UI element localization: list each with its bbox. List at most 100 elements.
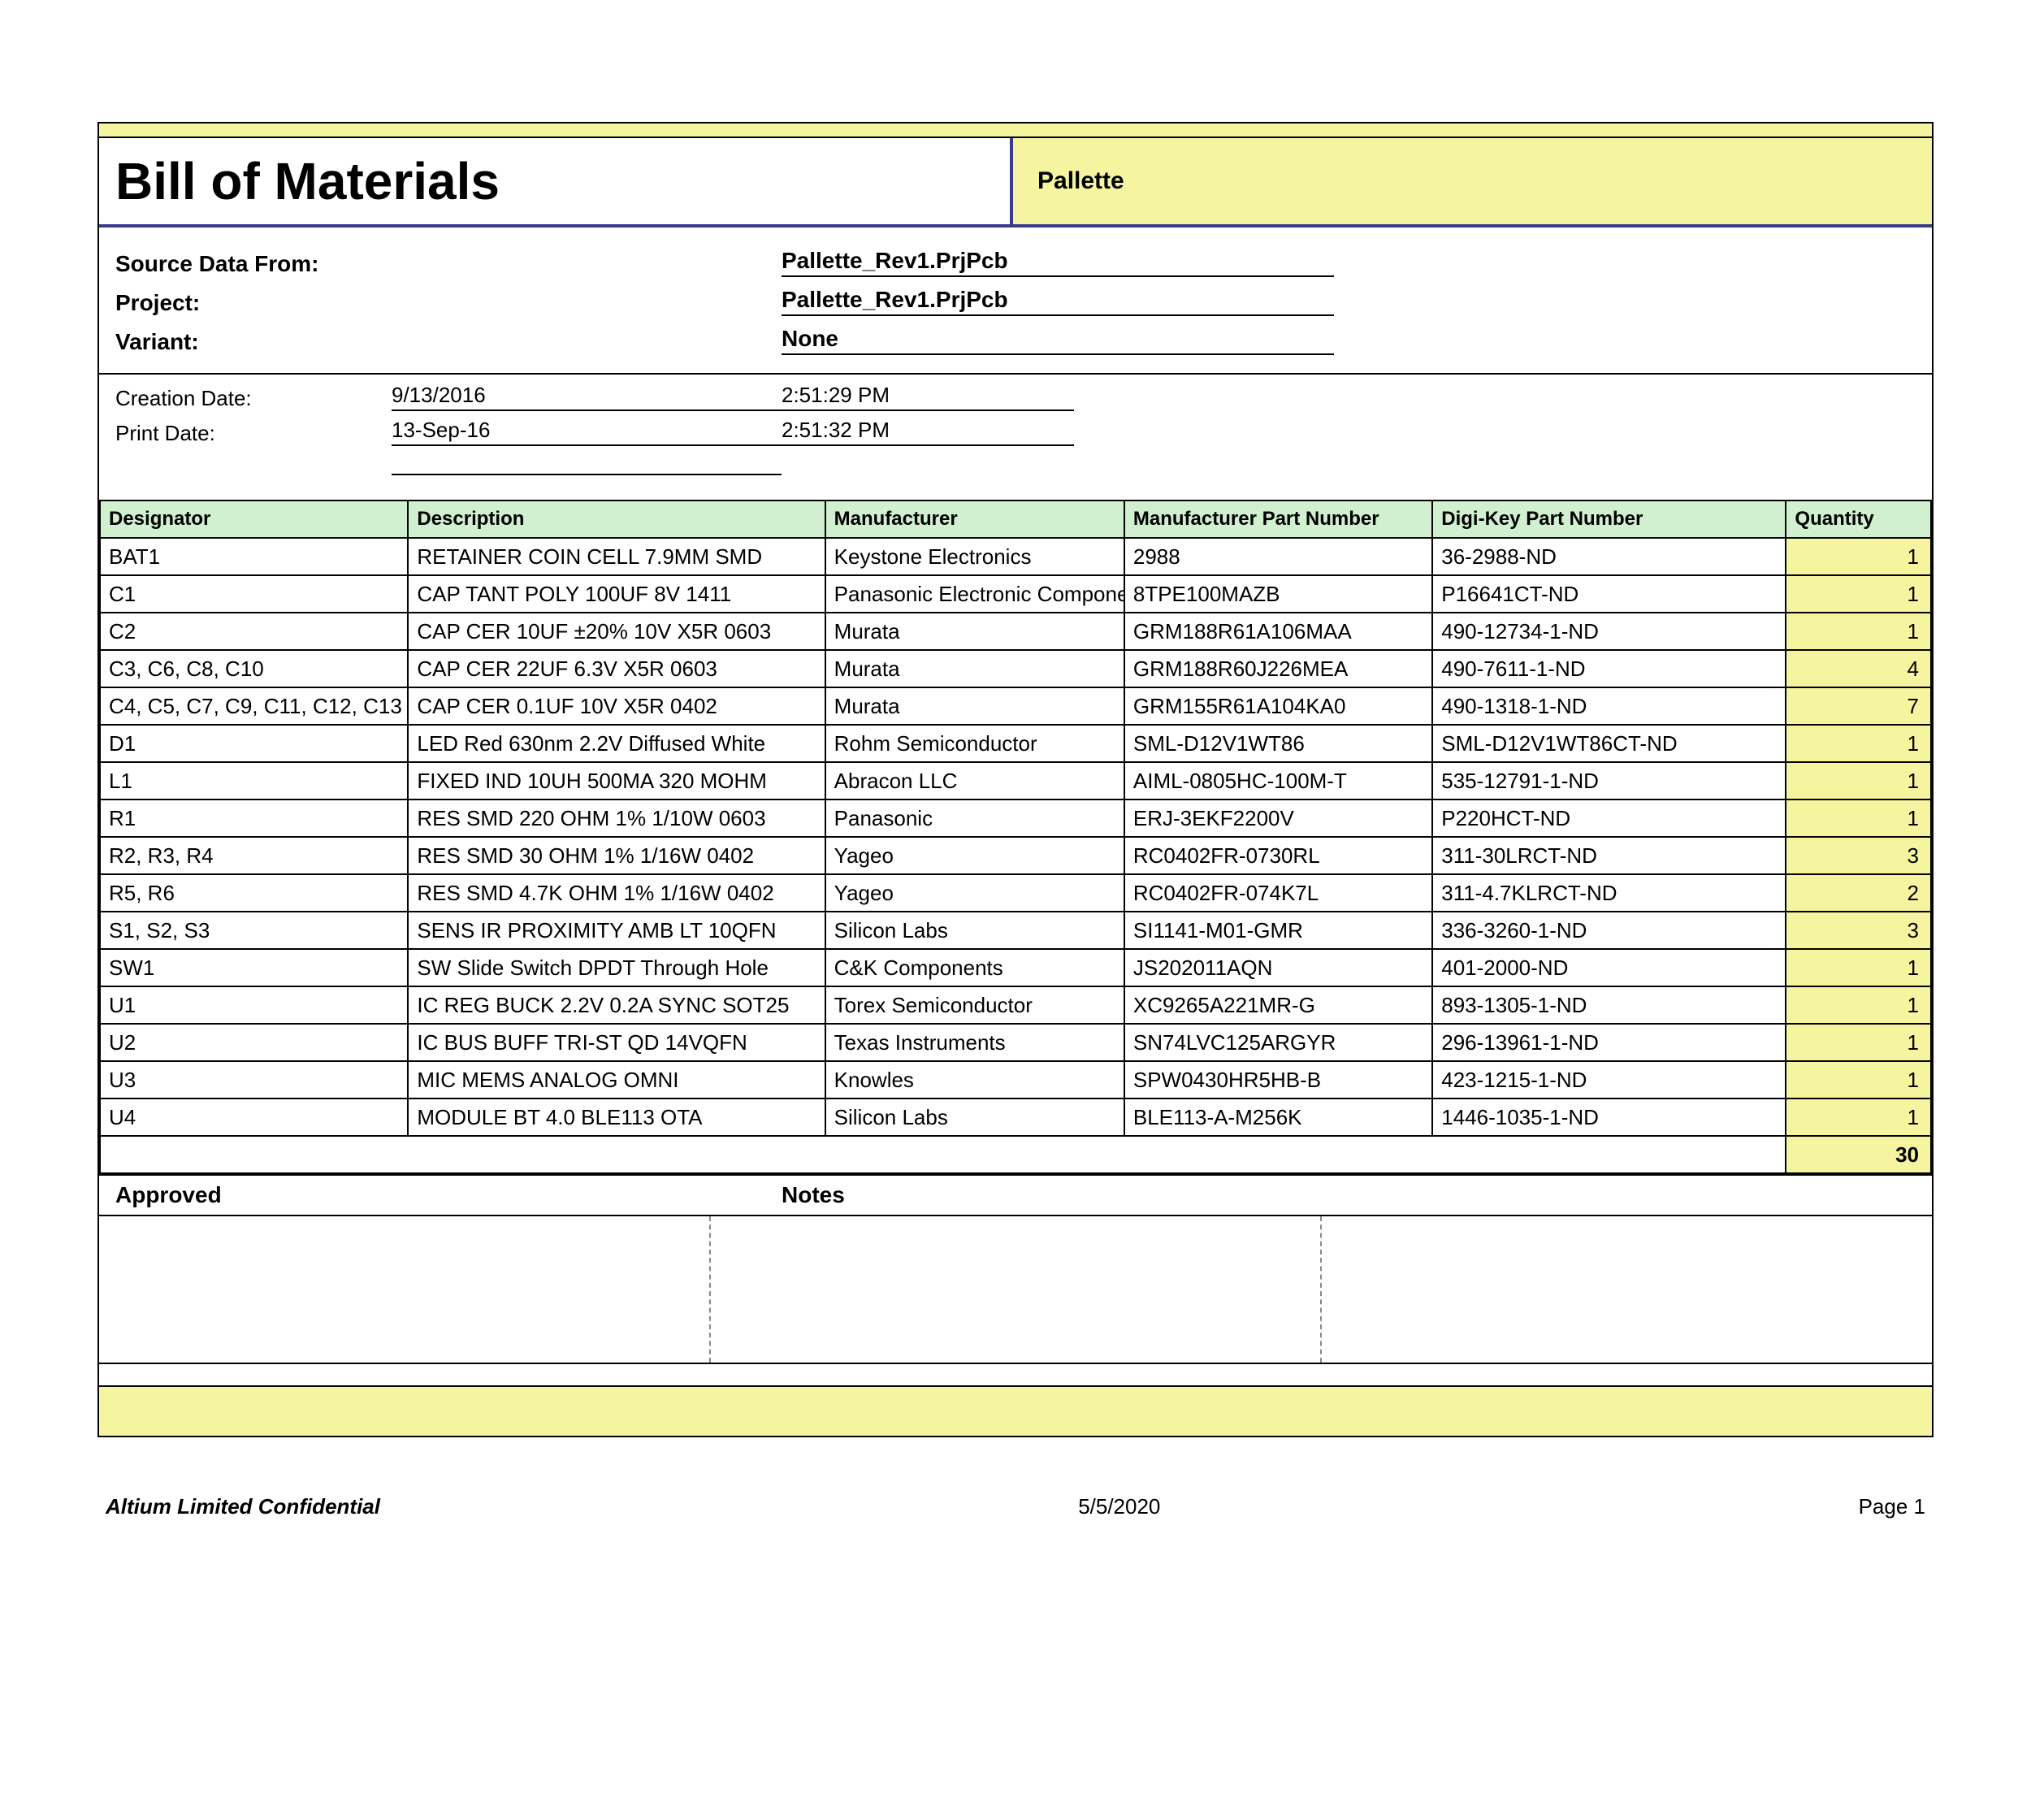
table-cell: L1 (100, 762, 408, 800)
table-cell: R1 (100, 800, 408, 837)
table-cell: ERJ-3EKF2200V (1124, 800, 1432, 837)
col-mpn: Manufacturer Part Number (1124, 500, 1432, 538)
variant-label: Variant: (115, 329, 782, 355)
meta-block: Source Data From: Pallette_Rev1.PrjPcb P… (99, 228, 1932, 373)
date-block: Creation Date: 9/13/2016 2:51:29 PM Prin… (99, 373, 1932, 500)
table-row: S1, S2, S3SENS IR PROXIMITY AMB LT 10QFN… (100, 912, 1931, 949)
table-cell: Knowles (825, 1061, 1124, 1098)
table-cell: 490-1318-1-ND (1432, 687, 1786, 725)
table-cell: RES SMD 220 OHM 1% 1/10W 0603 (408, 800, 825, 837)
approved-block: Approved Notes (99, 1174, 1932, 1436)
table-row: SW1SW Slide Switch DPDT Through HoleC&K … (100, 949, 1931, 986)
table-cell: GRM188R61A106MAA (1124, 613, 1432, 650)
table-cell: C4, C5, C7, C9, C11, C12, C13 (100, 687, 408, 725)
table-cell: P220HCT-ND (1432, 800, 1786, 837)
table-cell: RETAINER COIN CELL 7.9MM SMD (408, 538, 825, 575)
table-cell: 7 (1786, 687, 1931, 725)
table-cell: C&K Components (825, 949, 1124, 986)
table-row: C4, C5, C7, C9, C11, C12, C13CAP CER 0.1… (100, 687, 1931, 725)
table-cell: P16641CT-ND (1432, 575, 1786, 613)
col-digikey: Digi-Key Part Number (1432, 500, 1786, 538)
table-row: R1RES SMD 220 OHM 1% 1/10W 0603Panasonic… (100, 800, 1931, 837)
creation-time: 2:51:29 PM (782, 383, 1074, 411)
header-row: Designator Description Manufacturer Manu… (100, 500, 1931, 538)
table-cell: IC REG BUCK 2.2V 0.2A SYNC SOT25 (408, 986, 825, 1024)
table-cell: 1 (1786, 538, 1931, 575)
meta-row-source: Source Data From: Pallette_Rev1.PrjPcb (115, 248, 1916, 277)
bom-table-body: BAT1RETAINER COIN CELL 7.9MM SMDKeystone… (100, 538, 1931, 1136)
table-cell: 8TPE100MAZB (1124, 575, 1432, 613)
col-description: Description (408, 500, 825, 538)
table-cell: Yageo (825, 874, 1124, 912)
table-cell: RES SMD 4.7K OHM 1% 1/16W 0402 (408, 874, 825, 912)
table-cell: IC BUS BUFF TRI-ST QD 14VQFN (408, 1024, 825, 1061)
table-cell: Torex Semiconductor (825, 986, 1124, 1024)
table-cell: Panasonic Electronic Components (825, 575, 1124, 613)
table-cell: JS202011AQN (1124, 949, 1432, 986)
notes-area (99, 1216, 1932, 1363)
meta-row-project: Project: Pallette_Rev1.PrjPcb (115, 287, 1916, 316)
table-cell: Texas Instruments (825, 1024, 1124, 1061)
blank-underline-row (115, 453, 1916, 475)
table-cell: D1 (100, 725, 408, 762)
table-cell: 2988 (1124, 538, 1432, 575)
table-cell: 490-12734-1-ND (1432, 613, 1786, 650)
title-row: Bill of Materials Pallette (99, 138, 1932, 228)
table-cell: SN74LVC125ARGYR (1124, 1024, 1432, 1061)
table-cell: MODULE BT 4.0 BLE113 OTA (408, 1098, 825, 1136)
table-cell: CAP CER 0.1UF 10V X5R 0402 (408, 687, 825, 725)
footer-page: Page 1 (1859, 1494, 1925, 1519)
notes-col-2 (711, 1216, 1323, 1363)
table-cell: BAT1 (100, 538, 408, 575)
bom-sheet: Bill of Materials Pallette Source Data F… (97, 122, 1934, 1437)
table-cell: Murata (825, 650, 1124, 687)
table-cell: SML-D12V1WT86CT-ND (1432, 725, 1786, 762)
table-cell: 1 (1786, 1098, 1931, 1136)
table-cell: 423-1215-1-ND (1432, 1061, 1786, 1098)
table-cell: 490-7611-1-ND (1432, 650, 1786, 687)
table-cell: 1 (1786, 725, 1931, 762)
table-cell: RES SMD 30 OHM 1% 1/16W 0402 (408, 837, 825, 874)
table-cell: SENS IR PROXIMITY AMB LT 10QFN (408, 912, 825, 949)
project-label: Project: (115, 290, 782, 316)
table-cell: 3 (1786, 837, 1931, 874)
top-accent-bar (99, 124, 1932, 138)
col-quantity: Quantity (1786, 500, 1931, 538)
approved-label: Approved (115, 1182, 782, 1208)
table-cell: CAP CER 22UF 6.3V X5R 0603 (408, 650, 825, 687)
table-cell: SML-D12V1WT86 (1124, 725, 1432, 762)
table-cell: 3 (1786, 912, 1931, 949)
table-row: U3MIC MEMS ANALOG OMNIKnowlesSPW0430HR5H… (100, 1061, 1931, 1098)
table-cell: U3 (100, 1061, 408, 1098)
page-footer: Altium Limited Confidential 5/5/2020 Pag… (97, 1494, 1934, 1519)
table-cell: 1 (1786, 986, 1931, 1024)
table-cell: 4 (1786, 650, 1931, 687)
table-row: U1IC REG BUCK 2.2V 0.2A SYNC SOT25Torex … (100, 986, 1931, 1024)
print-time: 2:51:32 PM (782, 418, 1074, 446)
bom-table: Designator Description Manufacturer Manu… (99, 500, 1932, 1174)
project-value: Pallette_Rev1.PrjPcb (782, 287, 1334, 316)
source-value: Pallette_Rev1.PrjPcb (782, 248, 1334, 277)
col-manufacturer: Manufacturer (825, 500, 1124, 538)
table-cell: R2, R3, R4 (100, 837, 408, 874)
table-cell: SPW0430HR5HB-B (1124, 1061, 1432, 1098)
footer-confidential: Altium Limited Confidential (106, 1494, 380, 1519)
table-cell: Murata (825, 613, 1124, 650)
title-cell: Bill of Materials (99, 138, 1013, 228)
table-cell: CAP TANT POLY 100UF 8V 1411 (408, 575, 825, 613)
table-cell: RC0402FR-0730RL (1124, 837, 1432, 874)
source-label: Source Data From: (115, 251, 782, 277)
table-row: L1FIXED IND 10UH 500MA 320 MOHMAbracon L… (100, 762, 1931, 800)
table-row: U2IC BUS BUFF TRI-ST QD 14VQFNTexas Inst… (100, 1024, 1931, 1061)
table-cell: 1 (1786, 949, 1931, 986)
bottom-thin-row (99, 1363, 1932, 1387)
table-cell: U1 (100, 986, 408, 1024)
table-cell: C3, C6, C8, C10 (100, 650, 408, 687)
table-cell: XC9265A221MR-G (1124, 986, 1432, 1024)
table-cell: 36-2988-ND (1432, 538, 1786, 575)
page-title: Bill of Materials (115, 151, 500, 211)
table-cell: Silicon Labs (825, 1098, 1124, 1136)
table-cell: BLE113-A-M256K (1124, 1098, 1432, 1136)
table-cell: Murata (825, 687, 1124, 725)
table-cell: 1446-1035-1-ND (1432, 1098, 1786, 1136)
